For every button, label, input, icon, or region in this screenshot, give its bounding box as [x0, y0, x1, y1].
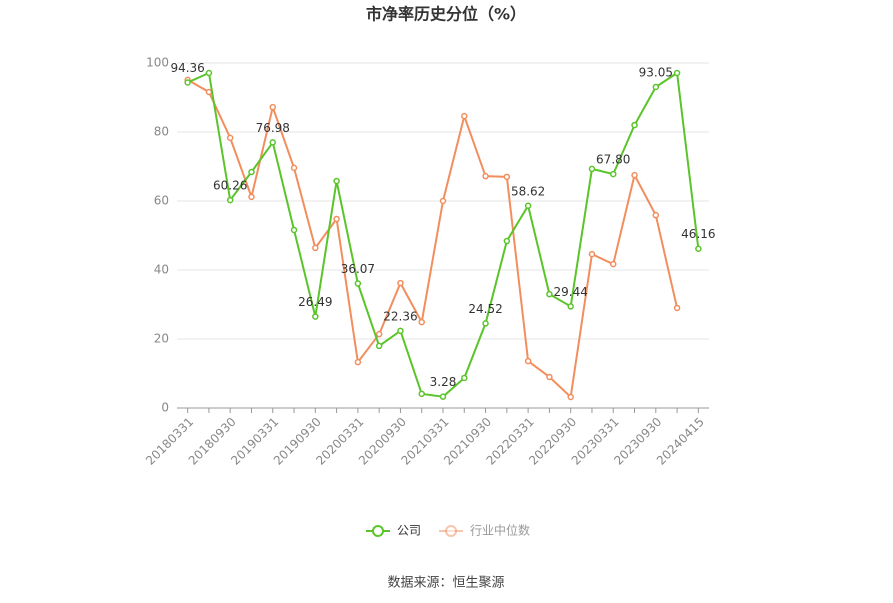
data-point: [226, 196, 234, 204]
y-tick-label: 80: [154, 125, 169, 139]
data-point: [375, 342, 383, 350]
y-tick-label: 0: [161, 401, 169, 415]
data-point: [631, 121, 638, 129]
data-point: [205, 69, 213, 77]
data-point: [546, 290, 553, 298]
chart-title: 市净率历史分位（%）: [366, 5, 526, 24]
data-point: [184, 79, 191, 86]
data-point: [439, 393, 447, 400]
y-tick-label: 100: [146, 56, 169, 70]
legend-label: 公司: [397, 524, 421, 538]
data-point: [503, 173, 511, 181]
legend-icon: [445, 525, 458, 537]
data-label: 26.49: [298, 295, 332, 309]
data-point: [333, 215, 340, 223]
data-point: [673, 69, 681, 77]
data-point: [567, 303, 574, 310]
data-point: [397, 327, 404, 335]
data-point: [354, 358, 362, 366]
data-point: [248, 168, 255, 176]
data-point: [588, 165, 596, 173]
y-tick-label: 60: [154, 194, 169, 208]
data-point: [503, 237, 511, 245]
data-label: 22.36: [383, 309, 417, 323]
data-point: [588, 250, 596, 258]
data-point: [248, 193, 255, 201]
data-label: 36.07: [341, 262, 375, 276]
data-point: [354, 280, 362, 287]
data-point: [609, 260, 617, 268]
data-label: 76.98: [256, 121, 290, 135]
data-point: [418, 318, 425, 326]
data-point: [397, 279, 404, 287]
data-point: [631, 171, 638, 179]
data-point: [546, 373, 553, 381]
data-point: [652, 211, 660, 219]
data-point: [418, 390, 425, 398]
data-label: 24.52: [468, 302, 502, 316]
data-label: 29.44: [554, 285, 588, 299]
data-point: [652, 83, 660, 91]
data-label: 60.26: [213, 179, 247, 193]
y-tick-label: 20: [154, 332, 169, 346]
data-point: [290, 226, 298, 234]
data-point: [312, 313, 319, 320]
data-point: [439, 197, 447, 205]
data-point: [333, 177, 340, 185]
data-point: [524, 202, 532, 210]
data-point: [226, 134, 234, 142]
data-label: 58.62: [511, 184, 545, 198]
data-point: [205, 88, 213, 96]
data-label: 94.36: [170, 61, 204, 75]
data-point: [269, 103, 277, 111]
legend-icon: [372, 525, 384, 537]
y-tick-label: 40: [154, 263, 169, 277]
legend-label: 行业中位数: [470, 523, 530, 538]
data-point: [482, 172, 489, 180]
data-point: [461, 112, 468, 120]
data-point: [269, 139, 277, 146]
data-point: [673, 304, 681, 312]
data-point: [567, 393, 574, 401]
data-point: [482, 320, 489, 327]
data-point: [695, 245, 702, 252]
data-point: [524, 357, 532, 365]
data-label: 93.05: [639, 65, 673, 79]
data-label: 3.28: [430, 375, 457, 389]
source: 数据来源：恒生聚源: [387, 576, 504, 591]
series-line: [187, 79, 679, 399]
data-point: [312, 244, 319, 252]
data-label: 67.80: [596, 153, 630, 167]
data-label: 46.16: [681, 227, 715, 241]
data-point: [375, 330, 383, 338]
data-point: [290, 164, 298, 172]
data-point: [609, 170, 617, 178]
data-point: [461, 374, 468, 382]
